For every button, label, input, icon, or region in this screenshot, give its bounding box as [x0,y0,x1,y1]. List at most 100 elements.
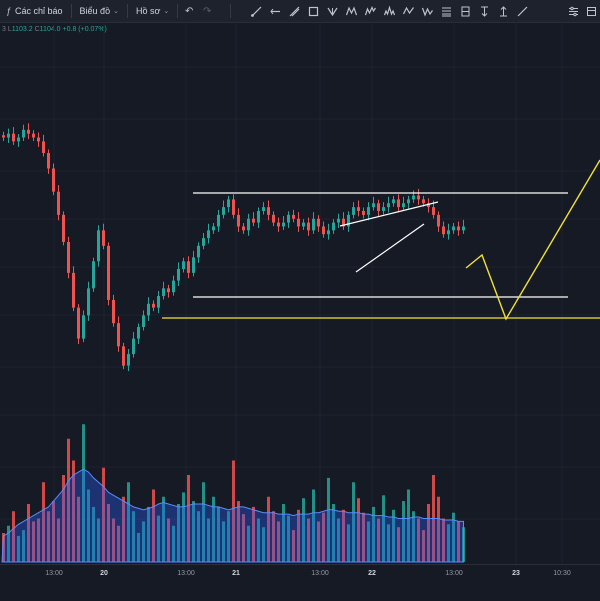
volume-bar-51 [257,518,260,562]
candle-62 [312,212,315,234]
candle-15 [77,304,80,345]
volume-bar-20 [102,467,105,562]
top-toolbar: ƒ Các chỉ báo Biểu đồ ⌄ Hồ sơ ⌄ ↶ ↷ [0,0,600,23]
candle-33 [167,284,170,298]
candle-10 [52,163,55,196]
candle-0 [2,131,5,142]
settings-icon[interactable] [564,0,582,22]
candle-85 [427,198,430,213]
candle-81 [407,195,410,209]
close-value: 1104.0 [39,26,61,33]
redo-icon[interactable]: ↷ [203,5,212,17]
volume-bar-38 [192,501,195,562]
horizontal-line-icon[interactable] [266,0,285,22]
pitchfork-icon[interactable] [323,0,342,22]
candle-92 [462,219,465,234]
candle-83 [417,188,420,205]
change-value: +0.8 (+0.07%) [62,26,107,33]
fib-icon[interactable] [494,0,513,22]
candle-49 [247,213,250,236]
candle-35 [177,262,180,287]
volume-bar-27 [137,533,140,562]
head-shoulders-icon[interactable] [380,0,399,22]
time-label-3: 21 [232,570,240,577]
candle-34 [172,275,175,296]
volume-bar-69 [347,524,350,562]
candle-3 [17,134,20,147]
volume-bar-21 [107,504,110,562]
volume-bar-62 [312,489,315,562]
candle-26 [132,332,135,358]
candle-67 [337,213,340,229]
volume-bar-16 [82,424,85,562]
time-label-5: 22 [368,570,376,577]
trend-line-icon[interactable] [285,0,304,22]
brush-icon[interactable] [513,0,532,22]
chart-drawings [162,159,600,321]
volume-bar-56 [282,504,285,562]
price-chart[interactable] [0,22,600,564]
candle-91 [457,221,460,236]
volume-bar-46 [232,460,235,562]
volume-bar-83 [417,518,420,562]
triangle-pattern-icon[interactable] [418,0,437,22]
time-label-1: 20 [100,570,108,577]
volume-bar-90 [452,512,455,562]
abcd-pattern-icon[interactable] [399,0,418,22]
volume-bar-8 [42,482,45,562]
toolbar-separator [230,4,232,18]
volume-bar-59 [297,509,300,562]
volume-bar-87 [437,496,440,562]
ruler-icon[interactable] [437,0,456,22]
candle-87 [437,211,440,232]
candle-70 [352,202,355,219]
long-position-icon[interactable] [456,0,475,22]
candle-47 [237,208,240,232]
time-label-2: 13:00 [177,570,195,577]
rectangle-icon[interactable] [304,0,323,22]
volume-bar-53 [267,496,270,562]
volume-bar-6 [32,521,35,562]
volume-bar-41 [207,518,210,562]
indicators-button[interactable]: ƒ Các chỉ báo [0,0,69,22]
time-label-4: 13:00 [311,570,329,577]
cursor-icon[interactable] [247,0,266,22]
volume-bar-34 [172,525,175,562]
volume-bar-66 [332,504,335,562]
right-tools [564,0,600,22]
candle-23 [117,316,120,352]
candle-25 [127,349,130,372]
volume-bar-48 [242,514,245,562]
candle-48 [242,222,245,234]
time-axis[interactable]: 13:00 20 13:00 21 13:00 22 13:00 23 10:30 [0,564,600,601]
volume-bar-64 [322,512,325,562]
candle-88 [442,221,445,238]
volume-bar-9 [47,511,50,562]
candle-50 [252,212,255,227]
chart-type-button[interactable]: Biểu đồ ⌄ [74,0,125,22]
profile-button[interactable]: Hồ sơ ⌄ [130,0,175,22]
candle-11 [57,185,60,221]
candle-43 [217,209,220,232]
short-position-icon[interactable] [475,0,494,22]
volume-bar-23 [117,525,120,562]
candle-80 [402,196,405,211]
volume-bar-85 [427,504,430,562]
volume-bar-33 [167,518,170,562]
undo-icon[interactable]: ↶ [185,5,194,17]
chevron-down-icon: ⌄ [113,8,119,15]
toolbar-separator [177,4,179,18]
volume-bar-37 [187,475,190,562]
candle-37 [187,256,190,279]
projection-path [465,159,600,321]
volume-bar-82 [412,511,415,562]
layout-icon[interactable] [582,0,600,22]
volume-bar-29 [147,506,150,562]
elliott-wave-icon[interactable] [361,0,380,22]
candle-39 [197,242,200,263]
candle-51 [257,207,260,229]
volume-bar-1 [7,525,10,562]
volume-bar-89 [447,524,450,562]
candle-46 [232,194,235,219]
xabcd-pattern-icon[interactable] [342,0,361,22]
